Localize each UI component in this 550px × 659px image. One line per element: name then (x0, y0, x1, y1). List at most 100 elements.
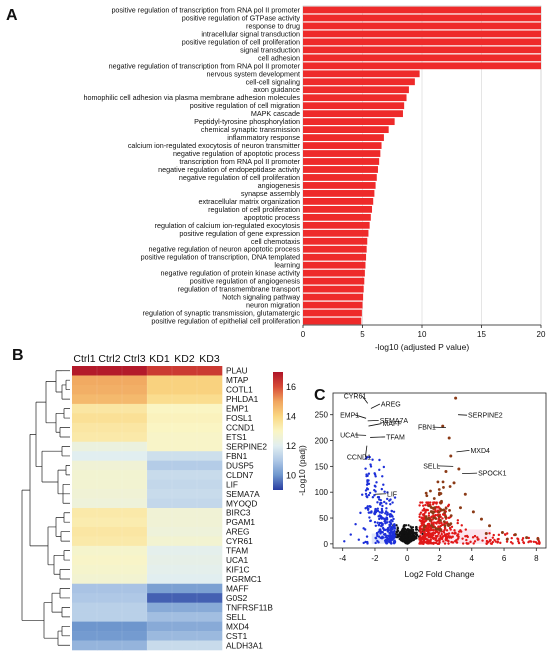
heatmap-row-label: DUSP5 (226, 460, 254, 470)
heatmap-cell (97, 555, 123, 566)
heatmap-cell (122, 602, 148, 613)
volcano-point-down (374, 541, 377, 545)
heatmap-cell (97, 441, 123, 452)
volcano-point-ns (410, 527, 413, 530)
heatmap-cell (97, 489, 123, 499)
volcano-point-ns (396, 526, 399, 529)
volcano-point-up (439, 536, 442, 539)
volcano-point-up (511, 542, 514, 545)
heatmap-cell (197, 640, 223, 651)
bar (303, 6, 541, 14)
volcano-point-down (378, 517, 381, 521)
volcano-label-leader (432, 426, 446, 429)
volcano-point-up (425, 501, 428, 504)
volcano-point-down (369, 505, 372, 509)
panel-a-bar-chart: positive regulation of transcription fro… (83, 5, 546, 352)
volcano-point-up (450, 540, 453, 544)
volcano-point-down (392, 534, 396, 538)
heatmap-row-label: MYOQD (226, 498, 257, 508)
heatmap-cell (197, 517, 223, 528)
heatmap-cell (122, 489, 148, 499)
volcano-point-up (419, 520, 423, 523)
volcano-point-up-strong (439, 519, 442, 522)
volcano-point-ns (414, 532, 417, 535)
volcano-point-up (424, 534, 427, 538)
volcano-point-down (366, 474, 369, 478)
volcano-point-up-strong (422, 528, 426, 532)
volcano-point-down (385, 538, 389, 542)
volcano-point-up-strong (463, 492, 467, 496)
volcano-point-down (375, 481, 378, 484)
heatmap-cell (122, 460, 148, 471)
volcano-point-up-strong (428, 519, 432, 522)
heatmap-cell (197, 384, 223, 395)
x-tick-label: 5 (360, 330, 365, 339)
heatmap-cell (197, 545, 223, 556)
volcano-point-down (381, 504, 384, 508)
volcano-point-down (373, 472, 376, 475)
heatmap-cell (97, 366, 123, 376)
colorbar-tick-label: 14 (286, 411, 296, 421)
heatmap-cell (122, 536, 148, 547)
volcano-point-ns (414, 535, 418, 539)
volcano-point-down (374, 536, 377, 540)
volcano-point-down (390, 509, 393, 513)
bar (303, 198, 374, 205)
volcano-gene-label: SEMA7A (380, 418, 409, 425)
bar (303, 253, 367, 261)
bar (303, 174, 377, 181)
heatmap-cell (72, 593, 98, 603)
heatmap-cell (122, 470, 148, 480)
volcano-point-down (391, 526, 394, 529)
volcano-point-up-strong (484, 532, 488, 536)
volcano-point-down (357, 538, 361, 541)
volcano-point-up-strong (429, 506, 433, 509)
volcano-point-down (369, 465, 373, 468)
heatmap-cell (197, 583, 223, 594)
volcano-point-up-strong (436, 480, 440, 484)
heatmap-cell (172, 621, 198, 632)
heatmap-cell (72, 470, 98, 480)
volcano-point-down (366, 495, 369, 499)
bar-category-label: cell adhesion (258, 53, 300, 62)
volcano-point-down (382, 517, 385, 520)
heatmap-row-label: MTAP (226, 375, 249, 385)
volcano-point-down (389, 532, 392, 536)
volcano-point-down (382, 533, 386, 536)
bar-category-label: homophilic cell adhesion via plasma memb… (83, 93, 300, 102)
heatmap-cell (197, 536, 223, 547)
heatmap-cell (122, 593, 148, 603)
volcano-point-down (375, 532, 379, 535)
volcano-point-up-strong (444, 506, 448, 510)
bar-category-label: angiogenesis (258, 181, 301, 190)
volcano-point-up (418, 513, 421, 516)
panel-b-heatmap: Ctrl1 Ctrl2 Ctrl3 KD1 KD2 KD3 PLAUMTAPCOTL1PHL… (21, 353, 296, 651)
volcano-point-up (459, 529, 462, 532)
volcano-point-up (447, 539, 450, 543)
volcano-point-up (490, 542, 494, 545)
heatmap-cell (147, 489, 173, 499)
volcano-point-ns (395, 524, 398, 527)
volcano-point-down (364, 457, 368, 460)
heatmap-row-label: FOSL1 (226, 413, 253, 423)
heatmap-row-label: LIF (226, 479, 238, 489)
volcano-x-tick-label: 8 (534, 554, 539, 563)
volcano-point-up (428, 542, 431, 545)
volcano-point-up (435, 539, 439, 543)
volcano-point-down (370, 511, 373, 514)
heatmap-cell (72, 602, 98, 613)
heatmap-cell (147, 413, 173, 424)
heatmap-column-label: Ctrl1 (73, 353, 95, 365)
volcano-point-down (383, 528, 386, 531)
volcano-label-leader (354, 414, 367, 419)
volcano-point-up-strong (525, 536, 529, 540)
heatmap-cell (97, 640, 123, 651)
heatmap-cell (172, 498, 198, 509)
bar-category-label: MAPK cascade (251, 109, 300, 118)
heatmap-cell (197, 432, 223, 443)
heatmap-cell (122, 394, 148, 405)
volcano-gene-label: SELL (423, 463, 440, 470)
bar (303, 134, 384, 141)
heatmap-cell (72, 432, 98, 443)
heatmap-cell (122, 545, 148, 556)
